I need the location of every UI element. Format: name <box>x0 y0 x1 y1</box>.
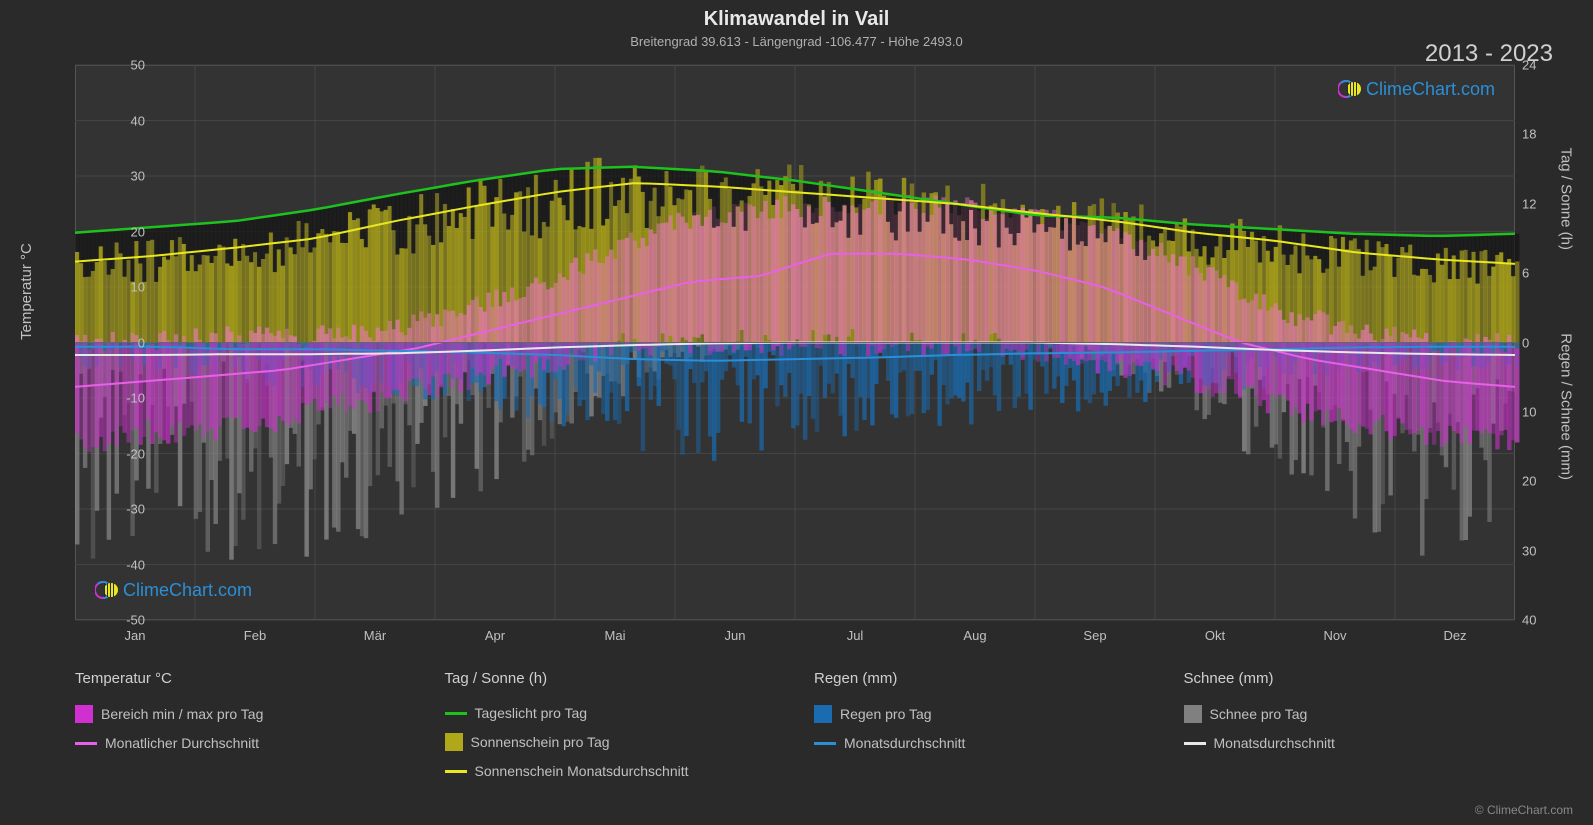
chart-subtitle: Breitengrad 39.613 - Längengrad -106.477… <box>0 34 1593 49</box>
copyright: © ClimeChart.com <box>1475 803 1573 817</box>
x-tick-month: Nov <box>1323 628 1346 643</box>
y-tick-right: 6 <box>1522 266 1529 281</box>
legend-item: Bereich min / max pro Tag <box>75 705 445 723</box>
legend-line-icon <box>1184 742 1206 745</box>
y-axis-right-label-1: Tag / Sonne (h) <box>1558 147 1575 250</box>
y-tick-right: 12 <box>1522 196 1536 211</box>
y-tick-right: 20 <box>1522 474 1536 489</box>
legend-item: Monatsdurchschnitt <box>814 735 1184 751</box>
legend-group: Schnee (mm) Schnee pro Tag Monatsdurchschn… <box>1184 670 1554 779</box>
legend-item: Schnee pro Tag <box>1184 705 1554 723</box>
legend-group: Temperatur °C Bereich min / max pro Tag Mo… <box>75 670 445 779</box>
logo-top: ClimeChart.com <box>1338 77 1495 101</box>
legend-item: Monatlicher Durchschnitt <box>75 735 445 751</box>
y-tick-left: 0 <box>138 335 145 350</box>
legend-header: Temperatur °C <box>75 670 445 687</box>
legend-header: Tag / Sonne (h) <box>445 670 815 687</box>
legend-item: Tageslicht pro Tag <box>445 705 815 721</box>
y-tick-left: 50 <box>131 58 145 73</box>
y-tick-left: -40 <box>126 557 145 572</box>
y-tick-right: 18 <box>1522 127 1536 142</box>
logo-icon <box>95 578 119 602</box>
legend-line-icon <box>445 770 467 773</box>
chart-area: ClimeChart.com ClimeChart.com <box>75 65 1515 620</box>
legend-line-icon <box>814 742 836 745</box>
legend-label: Bereich min / max pro Tag <box>101 706 263 722</box>
logo-text: ClimeChart.com <box>1366 79 1495 100</box>
x-tick-month: Okt <box>1205 628 1225 643</box>
legend-swatch-icon <box>1184 705 1202 723</box>
x-tick-month: Jun <box>725 628 746 643</box>
x-tick-month: Apr <box>485 628 505 643</box>
legend-item: Monatsdurchschnitt <box>1184 735 1554 751</box>
x-tick-month: Aug <box>963 628 986 643</box>
y-tick-left: -20 <box>126 446 145 461</box>
chart-title: Klimawandel in Vail <box>0 8 1593 31</box>
legend-swatch-icon <box>814 705 832 723</box>
x-tick-month: Mai <box>605 628 626 643</box>
legend-item: Regen pro Tag <box>814 705 1184 723</box>
y-tick-right: 0 <box>1522 335 1529 350</box>
y-tick-left: -30 <box>126 502 145 517</box>
legend-label: Sonnenschein pro Tag <box>471 734 610 750</box>
x-tick-month: Jan <box>125 628 146 643</box>
legend: Temperatur °C Bereich min / max pro Tag Mo… <box>75 670 1553 779</box>
legend-label: Sonnenschein Monatsdurchschnitt <box>475 763 689 779</box>
legend-item: Sonnenschein pro Tag <box>445 733 815 751</box>
legend-group: Regen (mm) Regen pro Tag Monatsdurchschnit… <box>814 670 1184 779</box>
logo-bottom: ClimeChart.com <box>95 578 252 602</box>
y-tick-right: 40 <box>1522 613 1536 628</box>
y-tick-right: 30 <box>1522 543 1536 558</box>
legend-swatch-icon <box>445 733 463 751</box>
y-tick-right: 24 <box>1522 58 1536 73</box>
y-axis-left-label: Temperatur °C <box>18 243 35 340</box>
legend-label: Monatsdurchschnitt <box>1214 735 1335 751</box>
lines-layer <box>75 65 1515 620</box>
y-axis-right-label-2: Regen / Schnee (mm) <box>1558 333 1575 480</box>
legend-swatch-icon <box>75 705 93 723</box>
legend-header: Schnee (mm) <box>1184 670 1554 687</box>
y-tick-left: 30 <box>131 169 145 184</box>
x-tick-month: Sep <box>1083 628 1106 643</box>
legend-header: Regen (mm) <box>814 670 1184 687</box>
y-tick-left: -10 <box>126 391 145 406</box>
legend-label: Monatsdurchschnitt <box>844 735 965 751</box>
legend-label: Tageslicht pro Tag <box>475 705 588 721</box>
y-tick-right: 10 <box>1522 404 1536 419</box>
y-tick-left: 10 <box>131 280 145 295</box>
legend-label: Monatlicher Durchschnitt <box>105 735 259 751</box>
legend-group: Tag / Sonne (h) Tageslicht pro Tag Sonnens… <box>445 670 815 779</box>
x-tick-month: Dez <box>1443 628 1466 643</box>
y-tick-left: -50 <box>126 613 145 628</box>
legend-label: Regen pro Tag <box>840 706 932 722</box>
x-tick-month: Mär <box>364 628 386 643</box>
x-tick-month: Feb <box>244 628 266 643</box>
legend-label: Schnee pro Tag <box>1210 706 1308 722</box>
legend-line-icon <box>75 742 97 745</box>
logo-icon <box>1338 77 1362 101</box>
x-tick-month: Jul <box>847 628 864 643</box>
y-tick-left: 20 <box>131 224 145 239</box>
y-tick-left: 40 <box>131 113 145 128</box>
legend-line-icon <box>445 712 467 715</box>
legend-item: Sonnenschein Monatsdurchschnitt <box>445 763 815 779</box>
logo-text: ClimeChart.com <box>123 580 252 601</box>
